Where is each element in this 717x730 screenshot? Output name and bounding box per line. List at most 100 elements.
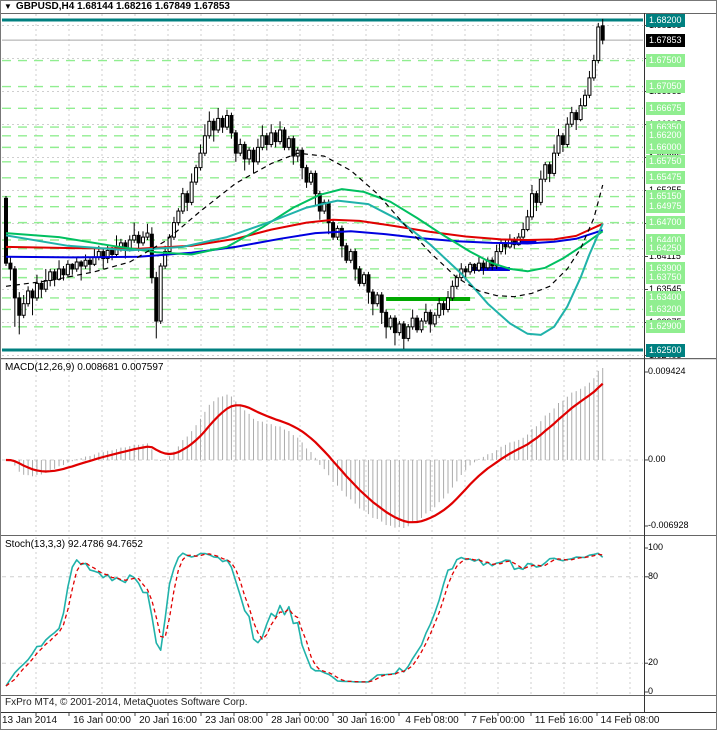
candle <box>556 135 561 154</box>
candle <box>552 152 557 174</box>
candle <box>384 311 389 328</box>
candle <box>304 167 309 183</box>
candle <box>105 249 110 260</box>
candle <box>450 285 455 299</box>
candle <box>154 277 159 322</box>
stoch-panel[interactable] <box>2 537 643 694</box>
candle <box>65 263 70 276</box>
candle <box>441 303 446 310</box>
candle <box>264 135 269 145</box>
candle <box>379 294 384 313</box>
symbol-dropdown-icon[interactable]: ▼ <box>4 2 12 11</box>
main-chart-panel[interactable] <box>2 14 643 357</box>
candle <box>21 303 26 316</box>
candle <box>220 117 225 128</box>
candle <box>8 262 13 270</box>
candle <box>225 115 229 128</box>
candle <box>348 251 353 261</box>
candle <box>180 193 185 212</box>
candle <box>198 152 203 169</box>
candle <box>242 143 247 160</box>
candle <box>278 129 283 143</box>
candle <box>525 216 530 231</box>
candle <box>600 25 605 41</box>
candle <box>331 222 336 238</box>
candle <box>370 291 375 305</box>
macd-panel[interactable] <box>2 360 643 534</box>
time-axis[interactable] <box>0 712 717 730</box>
candle <box>481 262 486 269</box>
candle <box>362 274 367 284</box>
candle <box>574 112 579 121</box>
candle <box>583 94 588 107</box>
candle <box>39 282 44 290</box>
candle <box>269 132 274 145</box>
candle <box>273 132 278 143</box>
candle <box>247 149 252 160</box>
candle <box>375 294 380 305</box>
candle <box>547 164 552 174</box>
candle <box>313 172 318 195</box>
candle <box>194 167 199 183</box>
candle <box>317 193 322 212</box>
candle <box>251 149 256 163</box>
candle <box>543 164 548 180</box>
candle <box>158 265 163 322</box>
candle <box>423 311 428 322</box>
candle <box>392 317 397 334</box>
candle <box>401 323 406 339</box>
price-axis[interactable] <box>645 14 717 712</box>
candle <box>17 297 22 316</box>
ma-teal <box>5 199 604 336</box>
candle <box>587 77 592 96</box>
candle <box>468 263 473 273</box>
candle <box>437 303 442 316</box>
candle <box>353 251 358 270</box>
candle <box>216 117 221 131</box>
candle <box>339 227 344 247</box>
candle <box>61 268 66 276</box>
candle <box>388 317 393 328</box>
candle <box>521 229 526 238</box>
candle <box>516 236 521 246</box>
candle <box>578 105 583 121</box>
candle <box>565 123 570 145</box>
candle <box>238 143 243 154</box>
candle <box>596 26 601 62</box>
candle <box>202 135 207 154</box>
candle <box>207 120 212 137</box>
ma-springgreen <box>5 188 604 273</box>
candle <box>176 210 181 224</box>
candle <box>12 268 17 299</box>
candle <box>419 320 424 331</box>
candle <box>70 263 75 270</box>
candle <box>4 197 8 264</box>
candle <box>569 112 574 125</box>
candle <box>286 138 291 148</box>
candle <box>397 323 402 334</box>
candle <box>260 135 265 148</box>
candle <box>476 262 481 271</box>
candle <box>211 120 216 131</box>
candle <box>74 261 79 270</box>
ma-blue <box>5 229 604 259</box>
candle <box>344 245 349 261</box>
candle <box>428 311 433 325</box>
candle <box>291 138 296 157</box>
candle <box>145 232 150 238</box>
candle <box>57 268 62 280</box>
candle <box>233 132 238 154</box>
candle <box>432 314 437 325</box>
candle <box>87 259 92 265</box>
candle <box>282 129 287 148</box>
candle <box>410 317 415 328</box>
candle <box>255 146 260 163</box>
candle <box>34 282 39 299</box>
candle <box>308 172 313 183</box>
candle <box>472 263 477 271</box>
candle <box>529 193 534 218</box>
candle <box>48 271 53 282</box>
candle <box>560 135 565 145</box>
candle <box>26 290 31 305</box>
